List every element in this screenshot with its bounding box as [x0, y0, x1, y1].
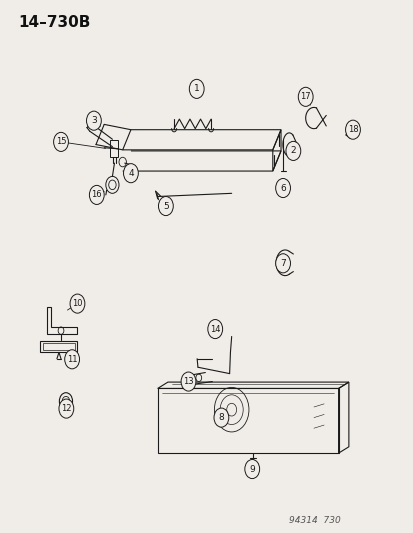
Circle shape [345, 120, 359, 139]
Text: 9: 9 [249, 465, 254, 473]
Text: 2: 2 [290, 147, 295, 156]
Circle shape [180, 372, 195, 391]
Text: 3: 3 [91, 116, 97, 125]
Text: 16: 16 [91, 190, 102, 199]
Circle shape [214, 408, 228, 427]
Text: 11: 11 [67, 355, 77, 364]
Text: 1: 1 [193, 84, 199, 93]
Circle shape [244, 459, 259, 479]
Circle shape [86, 111, 101, 130]
Circle shape [64, 350, 79, 369]
Text: 8: 8 [218, 413, 224, 422]
Text: 7: 7 [280, 259, 285, 268]
Text: 94314  730: 94314 730 [289, 516, 340, 525]
Circle shape [158, 197, 173, 216]
Circle shape [275, 179, 290, 198]
Circle shape [59, 399, 74, 418]
Circle shape [189, 79, 204, 99]
Circle shape [54, 132, 68, 151]
Text: 14: 14 [209, 325, 220, 334]
Text: 18: 18 [347, 125, 357, 134]
Text: 13: 13 [183, 377, 193, 386]
Text: 15: 15 [56, 138, 66, 147]
Text: 14–730B: 14–730B [18, 14, 90, 30]
Circle shape [285, 141, 300, 160]
Circle shape [70, 294, 85, 313]
Circle shape [275, 254, 290, 273]
Circle shape [207, 319, 222, 338]
Text: 6: 6 [280, 183, 285, 192]
Circle shape [298, 87, 312, 107]
Text: 4: 4 [128, 168, 133, 177]
Text: 5: 5 [163, 201, 169, 211]
Text: 17: 17 [300, 92, 310, 101]
Circle shape [123, 164, 138, 183]
Circle shape [89, 185, 104, 205]
Text: 12: 12 [61, 404, 71, 413]
Text: 10: 10 [72, 299, 83, 308]
